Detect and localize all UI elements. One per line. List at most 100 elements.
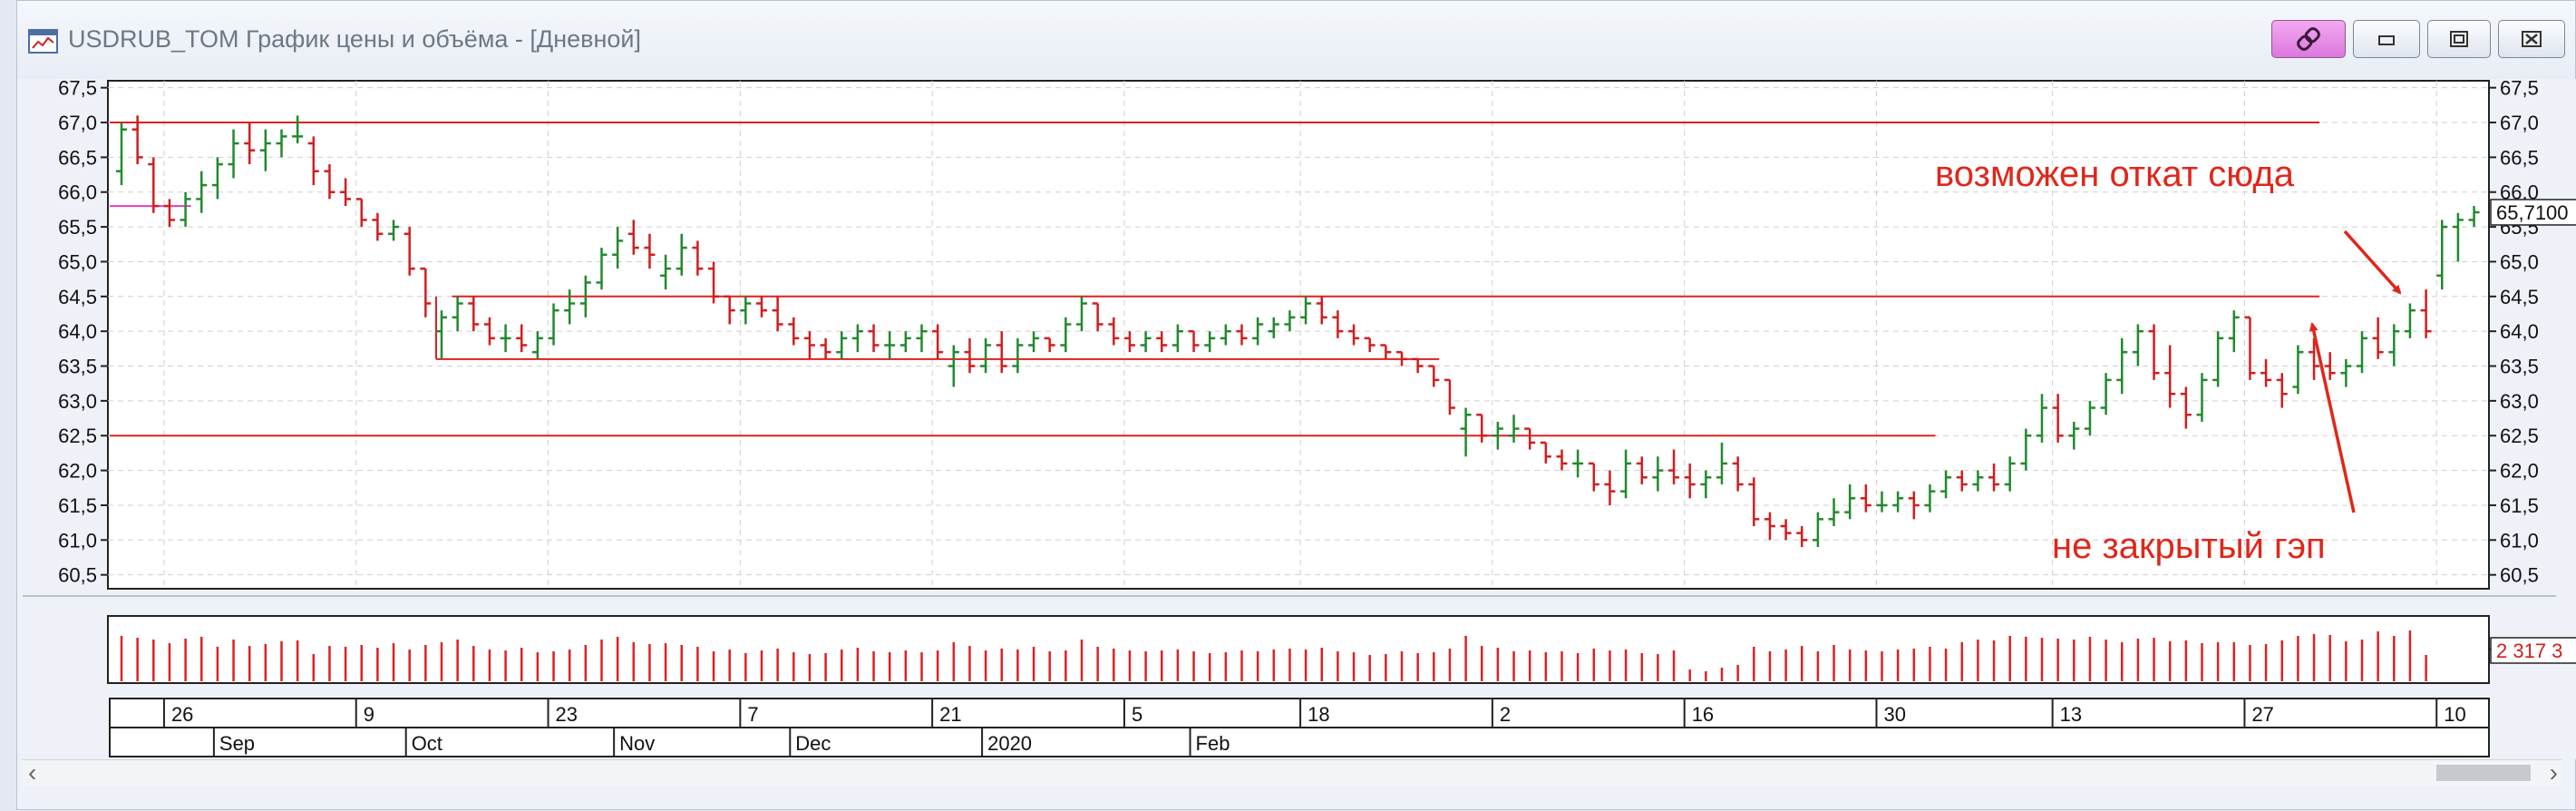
ohlc-bar [2357, 331, 2367, 374]
ohlc-bar [660, 254, 672, 290]
date-label: 21 [939, 703, 961, 726]
scroll-right-icon[interactable]: › [2549, 758, 2558, 787]
ohlc-bar [756, 296, 767, 318]
ohlc-bar [1252, 317, 1264, 346]
ohlc-bar [1076, 296, 1087, 332]
y-axis-label-left: 62,0 [58, 460, 97, 483]
horizontal-scrollbar[interactable]: ‹ › [23, 759, 2561, 786]
price-volume-chart[interactable]: 67,5 67,567,0 67,066,5 66,566,0 66,065,5 65,5… [17, 79, 2576, 759]
ohlc-bar [2276, 373, 2288, 408]
y-axis-label-right: 64,5 [2500, 286, 2539, 308]
ohlc-bar [996, 331, 1007, 374]
ohlc-bar [692, 240, 704, 276]
ohlc-bar [1636, 456, 1648, 484]
y-axis-label-left: 67,0 [58, 112, 97, 134]
ohlc-bar [2164, 345, 2176, 408]
annotation-arrow-rollback [2343, 230, 2402, 295]
ohlc-bar [388, 220, 400, 241]
ohlc-bar [2180, 386, 2192, 429]
y-axis-label-right: 63,5 [2500, 356, 2539, 378]
y-axis-label-right: 61,0 [2500, 529, 2539, 552]
ohlc-bar [1220, 324, 1231, 346]
ohlc-bar [1268, 317, 1279, 338]
ohlc-bar [2340, 358, 2352, 387]
month-label: Nov [619, 732, 655, 755]
ohlc-bar [452, 296, 463, 332]
ohlc-bar [307, 136, 319, 186]
ohlc-bar [1332, 310, 1344, 338]
date-label: 26 [171, 703, 193, 726]
ohlc-bar [1171, 324, 1183, 353]
ohlc-bar [1972, 470, 1984, 492]
ohlc-bar [1284, 310, 1296, 332]
month-label: Dec [795, 732, 831, 755]
y-axis-label-right: 67,0 [2500, 112, 2539, 134]
month-label: Oct [412, 732, 442, 755]
ohlc-bar [2372, 317, 2384, 359]
scroll-left-icon[interactable]: ‹ [28, 758, 37, 787]
date-label: 7 [747, 703, 758, 726]
ohlc-bar [2084, 400, 2095, 436]
ohlc-bar [1700, 470, 1712, 499]
ohlc-bar [1860, 484, 1871, 513]
y-axis-label-right: 63,0 [2500, 390, 2539, 413]
restore-button[interactable] [2427, 20, 2491, 58]
minimize-button[interactable] [2353, 20, 2420, 58]
link-button[interactable] [2271, 20, 2346, 58]
ohlc-bar [372, 212, 384, 241]
ohlc-bar [2309, 337, 2320, 380]
ohlc-bar [2036, 394, 2047, 443]
ohlc-bar [2132, 324, 2143, 366]
annotation-rollback-text: возможен откат сюда [1935, 154, 2295, 194]
ohlc-bar [2292, 345, 2304, 395]
last-price-box [2490, 199, 2576, 226]
close-button[interactable] [2498, 20, 2565, 58]
ohlc-bar [1123, 331, 1135, 353]
ohlc-bar [1444, 378, 1455, 415]
date-label: 16 [1692, 703, 1714, 726]
y-axis-label-left: 60,5 [58, 564, 97, 587]
ohlc-bar [276, 129, 287, 158]
ohlc-bar [1844, 484, 1856, 520]
date-label: 27 [2251, 703, 2273, 726]
ohlc-bar [1508, 415, 1520, 443]
scroll-thumb[interactable] [2436, 765, 2531, 781]
restore-icon [2450, 31, 2468, 47]
ohlc-bar [1300, 296, 1312, 325]
ohlc-bar [1828, 498, 1840, 526]
ohlc-bar [2212, 331, 2224, 387]
y-axis-label-right: 66,5 [2500, 146, 2539, 169]
ohlc-bar [1732, 456, 1744, 492]
title-bar[interactable]: USDRUB_TOM График цены и объёма - [Дневн… [17, 1, 2575, 79]
chart-window-icon [28, 29, 58, 54]
ohlc-bar [1876, 491, 1888, 513]
y-axis-label-left: 66,5 [58, 146, 97, 169]
annotation-arrow-gap [2309, 322, 2356, 513]
ohlc-bar [564, 289, 576, 325]
ohlc-bar [420, 267, 432, 318]
ohlc-bar [884, 331, 896, 359]
ohlc-bar [1476, 413, 1488, 443]
ohlc-bar [292, 115, 304, 144]
ohlc-bar [772, 296, 783, 332]
ohlc-bar [2244, 316, 2256, 380]
ohlc-bar [1092, 302, 1103, 332]
ohlc-bar [932, 324, 944, 359]
y-axis-label-right: 67,5 [2500, 79, 2539, 100]
window-title: USDRUB_TOM График цены и объёма - [Дневн… [68, 25, 641, 53]
ohlc-bar [1540, 441, 1551, 464]
ohlc-bar [1668, 449, 1680, 484]
ohlc-bar [1748, 477, 1760, 526]
ohlc-bar [1604, 470, 1616, 505]
ohlc-bar [612, 227, 624, 269]
ohlc-bar [1316, 296, 1327, 325]
ohlc-bar [1908, 491, 1920, 520]
ohlc-bar [516, 324, 528, 353]
y-axis-label-left: 64,5 [58, 286, 97, 308]
ohlc-bar [1924, 484, 1936, 513]
ohlc-bar [131, 115, 143, 165]
ohlc-bar [1588, 462, 1599, 492]
ohlc-bar [1108, 317, 1120, 346]
y-axis-label-right: 62,5 [2500, 425, 2539, 447]
ohlc-bar [916, 324, 928, 353]
